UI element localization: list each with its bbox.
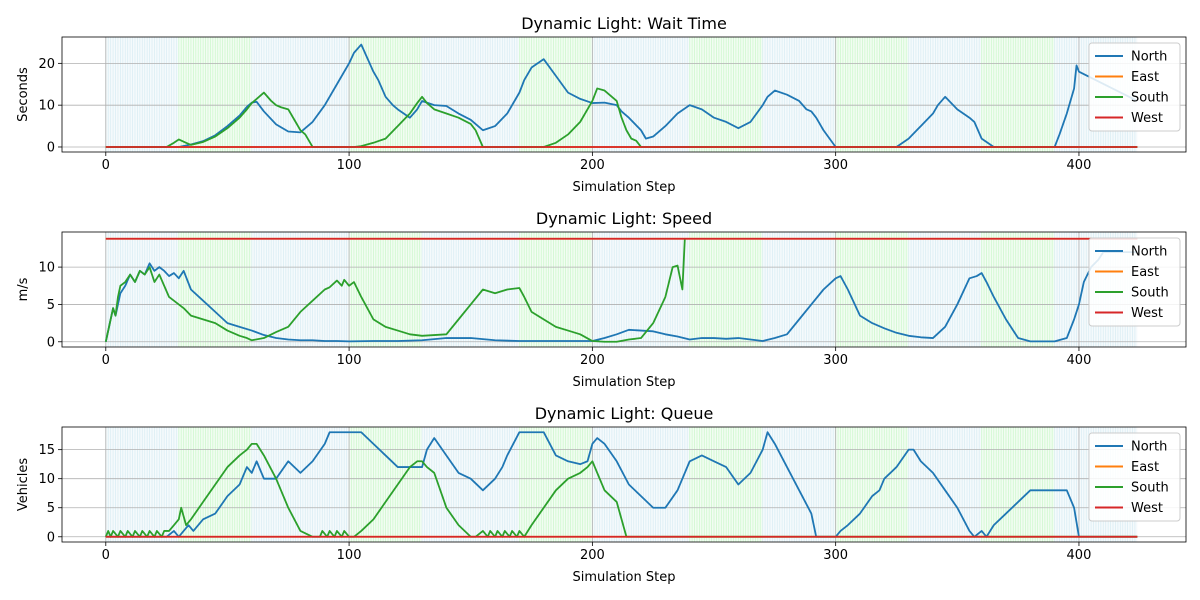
phase-band-south <box>689 427 763 542</box>
legend-box <box>1088 237 1181 327</box>
y-axis-label: m/s <box>16 277 31 301</box>
phase-band-north <box>762 37 836 152</box>
series-line-north <box>104 251 1138 343</box>
phase-band-south <box>349 427 423 542</box>
y-tick-label: 20 <box>38 57 55 72</box>
legend: North East South West <box>1088 432 1181 522</box>
x-tick-label: 300 <box>823 353 848 368</box>
series-line-south <box>104 238 686 343</box>
phase-band-south <box>519 427 593 542</box>
y-tick-label: 15 <box>38 443 55 458</box>
axes-frame <box>61 36 1187 153</box>
legend-label-east: East <box>1131 460 1159 475</box>
y-tick-label: 0 <box>47 335 55 350</box>
phase-band-north <box>762 427 836 542</box>
phase-shading <box>105 427 1138 542</box>
chart-title: Dynamic Light: Speed <box>536 209 712 228</box>
x-tick-label: 100 <box>337 158 362 173</box>
chart-panel-3: 0 100 200 300 400 0 5 10 15 Dynamic Light: Queue S… <box>16 404 1187 585</box>
x-axis-label: Simulation Step <box>573 180 676 195</box>
x-tick-label: 200 <box>580 158 605 173</box>
phase-band-south <box>178 37 252 152</box>
y-tick-label: 10 <box>38 472 55 487</box>
series-line-north <box>105 431 1138 538</box>
y-tick-label: 5 <box>47 298 55 313</box>
phase-band-north <box>908 427 982 542</box>
legend-label-north: North <box>1131 440 1167 455</box>
x-tick-label: 400 <box>1067 353 1092 368</box>
phase-band-south <box>349 232 423 347</box>
phase-band-north <box>251 232 350 347</box>
phase-band-north <box>908 37 982 152</box>
ticks: 0 100 200 300 400 0 5 10 <box>38 261 1091 368</box>
chart-panel-2: 0 100 200 300 400 0 5 10 Dynamic Light: Speed Sim… <box>16 209 1187 390</box>
x-axis-label: Simulation Step <box>573 570 676 585</box>
phase-band-south <box>981 427 1055 542</box>
ticks: 0 100 200 300 400 0 5 10 15 <box>38 443 1091 563</box>
phase-band-north <box>105 37 179 152</box>
phase-band-south <box>689 232 763 347</box>
series-lines <box>104 237 1138 343</box>
chart-title: Dynamic Light: Wait Time <box>521 14 727 33</box>
x-tick-label: 300 <box>823 158 848 173</box>
y-axis-label: Seconds <box>16 67 31 122</box>
x-tick-label: 100 <box>337 353 362 368</box>
legend-label-north: North <box>1131 50 1167 65</box>
y-tick-label: 10 <box>38 99 55 114</box>
legend-label-east: East <box>1131 265 1159 280</box>
chart-panel-1: 0 100 200 300 400 0 10 20 Dynamic Light: Wait Ti… <box>16 14 1187 195</box>
phase-band-south <box>981 37 1055 152</box>
legend: North East South West <box>1088 42 1181 132</box>
series-lines <box>105 43 1138 148</box>
x-axis-label: Simulation Step <box>573 375 676 390</box>
x-tick-label: 0 <box>102 548 110 563</box>
x-tick-label: 0 <box>102 158 110 173</box>
series-lines <box>104 431 1138 538</box>
legend-label-east: East <box>1131 70 1159 85</box>
legend-label-south: South <box>1131 481 1169 496</box>
legend-label-west: West <box>1131 501 1163 516</box>
legend-box <box>1088 432 1181 522</box>
x-tick-label: 400 <box>1067 548 1092 563</box>
y-tick-label: 0 <box>47 140 55 155</box>
phase-band-north <box>592 427 690 542</box>
legend: North East South West <box>1088 237 1181 327</box>
legend-label-south: South <box>1131 286 1169 301</box>
legend-label-west: West <box>1131 306 1163 321</box>
x-tick-label: 300 <box>823 548 848 563</box>
legend-label-south: South <box>1131 91 1169 106</box>
series-line-south <box>105 87 1138 148</box>
legend-label-north: North <box>1131 245 1167 260</box>
phase-band-north <box>105 427 179 542</box>
y-tick-label: 10 <box>38 261 55 276</box>
phase-shading <box>105 232 1138 347</box>
ticks: 0 100 200 300 400 0 10 20 <box>38 57 1091 173</box>
x-tick-label: 100 <box>337 548 362 563</box>
phase-band-north <box>251 427 350 542</box>
phase-band-south <box>835 427 909 542</box>
phase-band-south <box>689 37 763 152</box>
phase-band-south <box>835 37 909 152</box>
phase-band-north <box>422 232 520 347</box>
x-tick-label: 200 <box>580 353 605 368</box>
axes-frame <box>61 231 1187 348</box>
phase-band-south <box>349 37 423 152</box>
y-axis-label: Vehicles <box>16 458 31 511</box>
series-line-north <box>105 43 1138 148</box>
y-tick-label: 5 <box>47 501 55 516</box>
phase-band-north <box>592 232 690 347</box>
chart-title: Dynamic Light: Queue <box>535 404 714 423</box>
x-tick-label: 200 <box>580 548 605 563</box>
x-tick-label: 0 <box>102 353 110 368</box>
y-tick-label: 0 <box>47 530 55 545</box>
phase-band-south <box>519 37 593 152</box>
phase-band-south <box>981 232 1055 347</box>
phase-band-north <box>422 37 520 152</box>
phase-band-south <box>519 232 593 347</box>
x-tick-label: 400 <box>1067 158 1092 173</box>
axes-frame <box>61 426 1187 543</box>
legend-label-west: West <box>1131 111 1163 126</box>
legend-box <box>1088 42 1181 132</box>
